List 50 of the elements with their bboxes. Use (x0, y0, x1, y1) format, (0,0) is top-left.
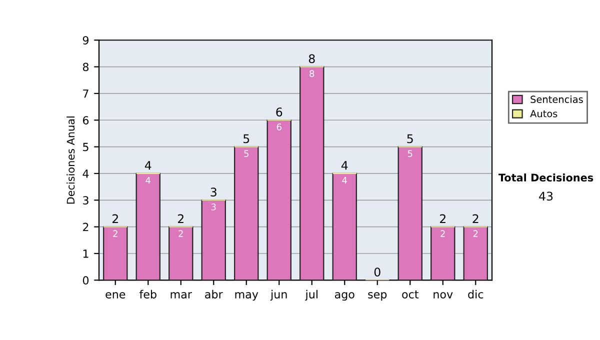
total-label: 8 (308, 54, 315, 64)
data-label: 3 (211, 204, 216, 210)
text: 43 (539, 192, 553, 201)
data-label: 8 (310, 70, 314, 77)
y-tick-label: 5 (83, 142, 88, 152)
data-label: 2 (113, 230, 118, 237)
legend-label: Sentencias (530, 95, 583, 104)
total-label: 2 (178, 214, 184, 224)
x-tick-label: oct (402, 290, 418, 298)
data-label: 6 (276, 123, 282, 130)
y-tick-label: 3 (83, 196, 88, 205)
data-label: 4 (342, 176, 347, 184)
x-tick-label: ene (106, 292, 126, 298)
y-tick-label: 1 (83, 250, 88, 258)
y-axis-title: Decisiones Anual (66, 116, 75, 204)
x-tick-label: jul (305, 290, 318, 301)
total-label: 2 (440, 214, 446, 224)
total-label: 6 (276, 108, 282, 117)
total-label: 0 (374, 268, 380, 277)
data-label: 5 (244, 150, 248, 157)
y-tick-label: 0 (82, 276, 89, 285)
data-label: 4 (146, 176, 150, 184)
total-label: 2 (112, 214, 118, 224)
total-label: 4 (144, 161, 152, 170)
x-tick-label: abr (205, 290, 223, 298)
x-tick-label: ago (334, 292, 354, 301)
x-tick-label: feb (139, 290, 156, 298)
y-tick-label: 8 (82, 62, 89, 72)
x-tick-label: mar (170, 292, 192, 298)
x-tick-label: sep (368, 292, 387, 301)
y-tick-label: 4 (82, 170, 89, 178)
x-tick-label: may (235, 292, 258, 301)
total-label: 2 (472, 214, 478, 224)
x-tick-label: jun (270, 290, 287, 301)
y-tick-label: 9 (82, 36, 88, 44)
data-label: 5 (408, 150, 412, 157)
data-label: 2 (473, 230, 478, 237)
data-label: 2 (178, 230, 183, 237)
x-tick-label: nov (434, 292, 453, 298)
legend-label: Autos (530, 110, 558, 118)
total-label: 4 (341, 161, 348, 170)
text: Total Decisiones (498, 173, 594, 182)
total-label: 5 (407, 134, 413, 144)
data-label: 2 (440, 230, 445, 237)
total-label: 3 (210, 188, 216, 197)
y-tick-label: 2 (83, 222, 88, 232)
total-label: 5 (244, 134, 250, 144)
y-tick-label: 7 (83, 90, 88, 98)
y-tick-label: 6 (82, 116, 89, 125)
x-tick-label: dic (468, 290, 484, 298)
